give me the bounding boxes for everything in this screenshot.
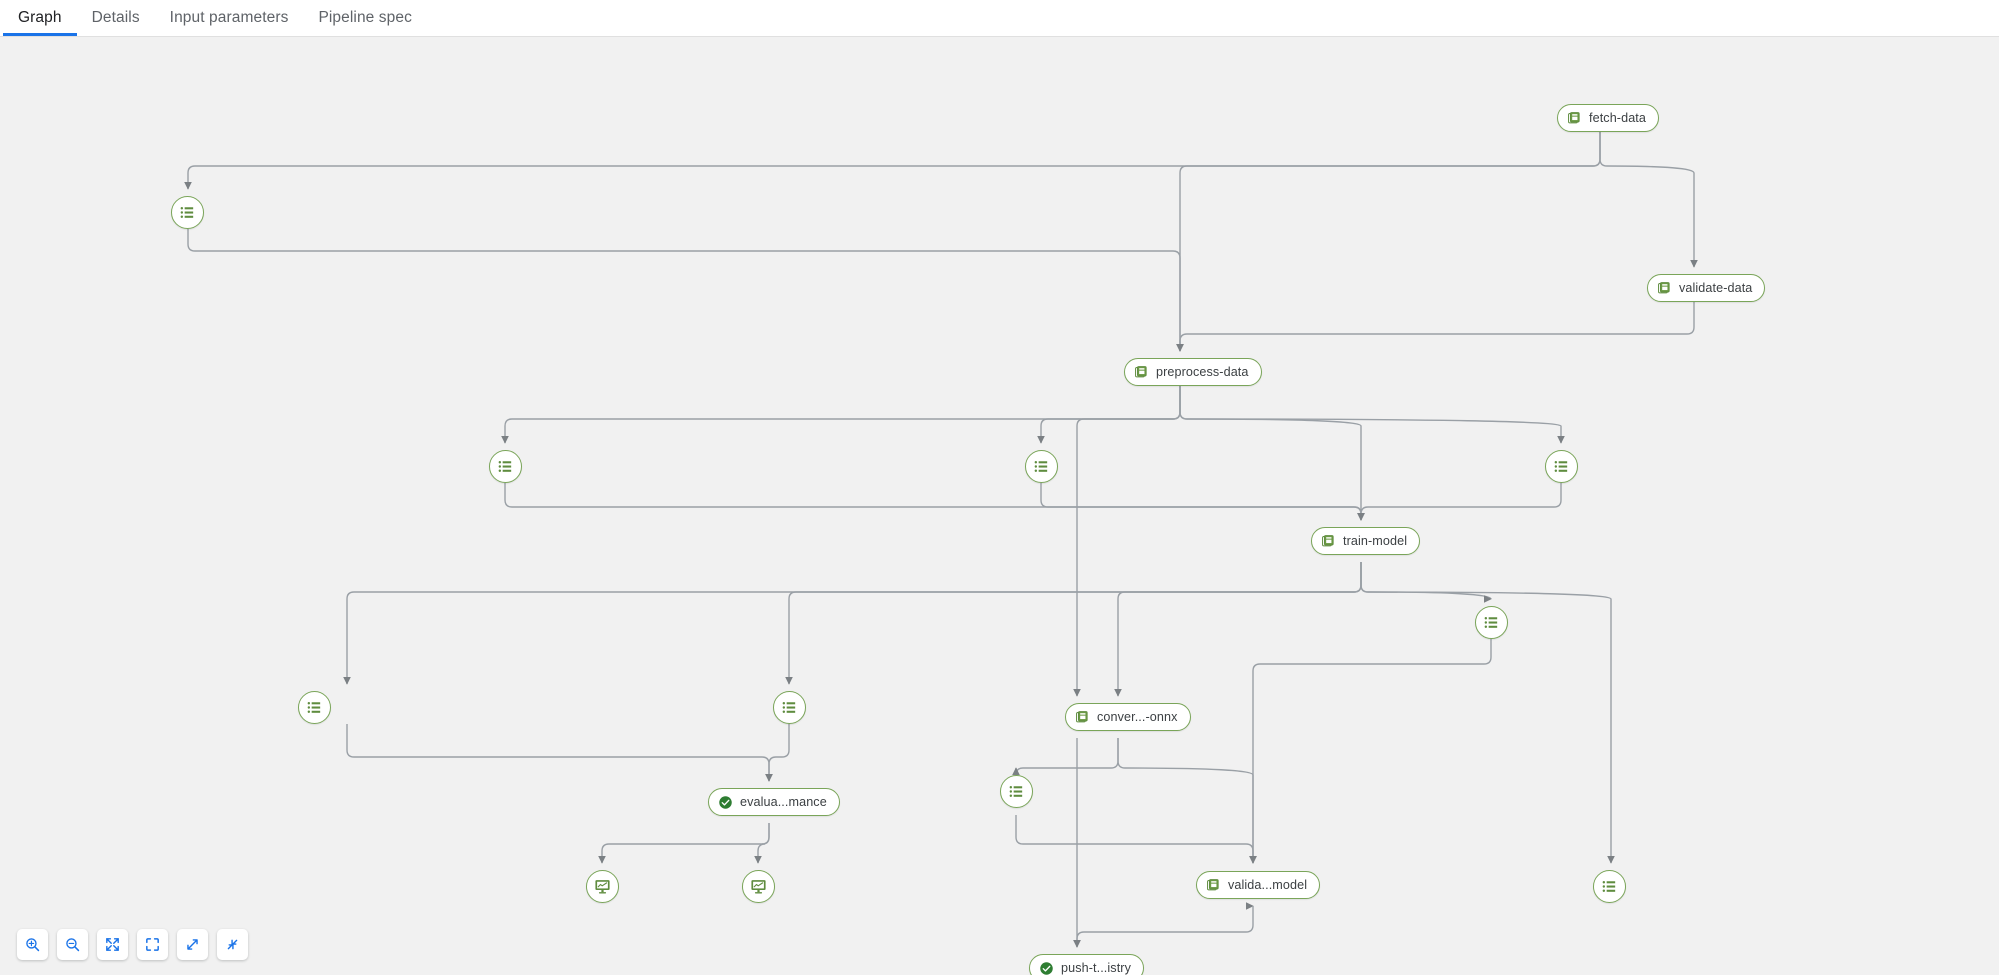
- list-icon: [1601, 878, 1618, 895]
- graph-node-evaluate-perf[interactable]: evalua...mance: [708, 788, 840, 816]
- graph-node-artifact-5[interactable]: [1475, 606, 1508, 639]
- tab-label: Pipeline spec: [318, 9, 412, 26]
- fit-screen-button[interactable]: [137, 929, 168, 960]
- graph-edge: [1599, 129, 1698, 268]
- list-icon: [781, 699, 798, 716]
- arrows-in-icon: [224, 936, 241, 953]
- graph-node-viz-2[interactable]: [742, 870, 775, 903]
- list-icon: [1553, 458, 1570, 475]
- container-icon: [1134, 365, 1149, 380]
- expand-diag-button[interactable]: [177, 929, 208, 960]
- graph-edge: [1249, 639, 1492, 864]
- graph-node-viz-1[interactable]: [586, 870, 619, 903]
- zoom-in-icon: [24, 936, 41, 953]
- list-icon: [1033, 458, 1050, 475]
- graph-edge: [1114, 562, 1362, 697]
- graph-edge: [1073, 906, 1254, 948]
- tab-input-parameters[interactable]: Input parameters: [155, 0, 304, 36]
- arrows-out-icon: [184, 936, 201, 953]
- graph-node-push-registry[interactable]: push-t...istry: [1029, 954, 1144, 975]
- graph-node-artifact-4[interactable]: [1545, 450, 1578, 483]
- tab-pipeline-spec[interactable]: Pipeline spec: [303, 0, 427, 36]
- graph-toolbar: [17, 929, 248, 960]
- list-icon: [1008, 783, 1025, 800]
- graph-edges: [184, 129, 1698, 948]
- graph-edge: [1040, 483, 1365, 521]
- graph-edge: [501, 386, 1181, 444]
- graph-edge: [598, 823, 770, 864]
- graph-node-label: push-t...istry: [1061, 960, 1131, 975]
- graph-edge: [1012, 738, 1119, 776]
- zoom-in-button[interactable]: [17, 929, 48, 960]
- graph-node-label: validate-data: [1679, 280, 1753, 295]
- graph-edge: [1037, 386, 1181, 444]
- graph-edge: [1117, 738, 1257, 864]
- tab-label: Details: [91, 9, 140, 26]
- check-circle-icon: [718, 795, 733, 810]
- list-icon: [497, 458, 514, 475]
- tab-label: Input parameters: [169, 9, 289, 26]
- graph-edge: [346, 724, 773, 782]
- graph-edge: [1357, 483, 1562, 521]
- graph-node-convert-onnx[interactable]: conver...-onnx: [1065, 703, 1191, 731]
- graph-node-label: conver...-onnx: [1097, 709, 1178, 724]
- list-icon: [179, 204, 196, 221]
- graph-edge: [504, 483, 1365, 521]
- graph-edge: [187, 229, 1184, 352]
- graph-node-artifact-2[interactable]: [489, 450, 522, 483]
- container-icon: [1657, 281, 1672, 296]
- graph-edge: [1179, 386, 1565, 444]
- graph-node-train-model[interactable]: train-model: [1311, 527, 1421, 555]
- collapse-diag-button[interactable]: [217, 929, 248, 960]
- graph-node-artifact-6[interactable]: [298, 691, 331, 724]
- container-icon: [1567, 111, 1582, 126]
- graph-node-preprocess-data[interactable]: preprocess-data: [1124, 358, 1262, 386]
- graph-edge: [754, 823, 770, 864]
- tab-label: Graph: [18, 9, 62, 26]
- graph-edge: [765, 724, 790, 782]
- graph-edge: [1176, 129, 1601, 352]
- frame-corners-icon: [144, 936, 161, 953]
- expand-arrows-icon: [104, 936, 121, 953]
- graph-edge: [184, 129, 1601, 190]
- graph-node-fetch-data[interactable]: fetch-data: [1557, 104, 1660, 132]
- graph-node-validate-model[interactable]: valida...model: [1196, 871, 1321, 899]
- graph-node-artifact-8[interactable]: [1000, 775, 1033, 808]
- graph-edge: [1179, 386, 1365, 521]
- graph-edge: [1360, 562, 1615, 864]
- tab-graph[interactable]: Graph: [3, 0, 77, 36]
- container-icon: [1321, 534, 1336, 549]
- graph-node-validate-data[interactable]: validate-data: [1647, 274, 1766, 302]
- graph-node-label: train-model: [1343, 533, 1408, 548]
- graph-canvas[interactable]: fetch-data validate-data preprocess-data tr…: [0, 37, 1999, 975]
- graph-node-artifact-3[interactable]: [1025, 450, 1058, 483]
- container-icon: [1206, 878, 1221, 893]
- zoom-out-icon: [64, 936, 81, 953]
- graph-node-label: evalua...mance: [740, 794, 827, 809]
- check-circle-icon: [1039, 961, 1054, 975]
- visualization-icon: [750, 878, 767, 895]
- graph-node-label: preprocess-data: [1156, 364, 1249, 379]
- visualization-icon: [594, 878, 611, 895]
- tab-bar: Graph Details Input parameters Pipeline spe…: [0, 0, 1999, 37]
- graph-node-artifact-1[interactable]: [171, 196, 204, 229]
- container-icon: [1075, 710, 1090, 725]
- fit-expand-button[interactable]: [97, 929, 128, 960]
- graph-edge: [1176, 302, 1695, 352]
- graph-edge: [1073, 386, 1181, 697]
- graph-edge: [1015, 815, 1257, 864]
- graph-edge: [1360, 562, 1495, 600]
- graph-node-artifact-9[interactable]: [1593, 870, 1626, 903]
- graph-node-artifact-7[interactable]: [773, 691, 806, 724]
- graph-node-label: valida...model: [1228, 877, 1308, 892]
- tab-details[interactable]: Details: [77, 0, 155, 36]
- list-icon: [306, 699, 323, 716]
- list-icon: [1483, 614, 1500, 631]
- graph-node-label: fetch-data: [1589, 110, 1647, 125]
- graph-edge: [785, 562, 1362, 685]
- graph-edge: [343, 562, 1362, 685]
- zoom-out-button[interactable]: [57, 929, 88, 960]
